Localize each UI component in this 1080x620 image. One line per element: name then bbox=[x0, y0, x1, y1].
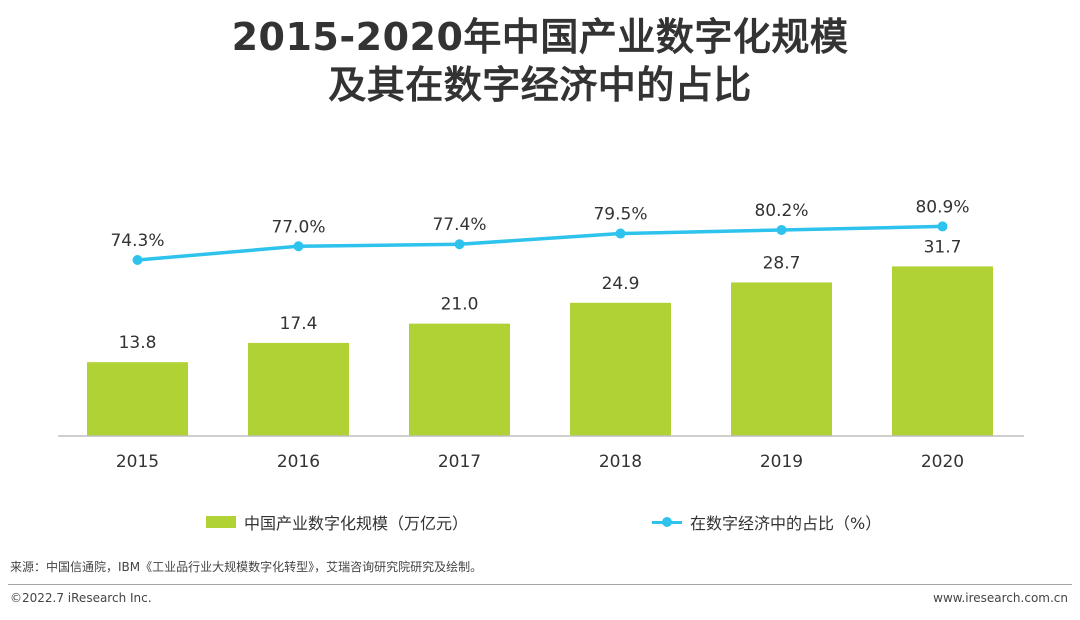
line-point-2016 bbox=[293, 241, 304, 252]
bar-2019 bbox=[731, 282, 832, 436]
legend-bar-label: 中国产业数字化规模（万亿元） bbox=[244, 514, 469, 533]
x-tick-label-2016: 2016 bbox=[277, 452, 320, 472]
bar-value-label-2017: 21.0 bbox=[441, 295, 479, 315]
bar-2018 bbox=[570, 302, 671, 436]
bar-2016 bbox=[248, 342, 349, 436]
x-tick-label-2019: 2019 bbox=[760, 452, 803, 472]
line-series-path bbox=[137, 224, 943, 262]
bars-layer bbox=[87, 266, 993, 436]
line-point-2019 bbox=[776, 224, 787, 235]
legend-bar-swatch bbox=[206, 516, 236, 528]
source-note: 来源：中国信通院，IBM《工业品行业大规模数字化转型》，艾瑞咨询研究院研究及绘制… bbox=[10, 560, 483, 574]
combo-chart: 13.8 2015 17.4 2016 21.0 2017 24.9 2018 28.7 2019… bbox=[58, 197, 1024, 472]
line-value-label-2015: 74.3% bbox=[110, 231, 164, 251]
footer-divider bbox=[8, 584, 1072, 585]
chart-title-line-2: 及其在数字经济中的占比 bbox=[328, 63, 752, 107]
line-point-2015 bbox=[132, 255, 143, 265]
bar-value-label-2019: 28.7 bbox=[763, 253, 801, 273]
legend-item-bar: 中国产业数字化规模（万亿元） bbox=[206, 510, 468, 534]
chart-title-line-1: 2015-2020年中国产业数字化规模 bbox=[231, 15, 849, 59]
bar-value-label-2020: 31.7 bbox=[924, 237, 962, 257]
website-link[interactable]: www.iresearch.com.cn bbox=[933, 591, 1068, 605]
line-value-label-2017: 77.4% bbox=[432, 215, 486, 235]
labels-layer: 13.8 2015 17.4 2016 21.0 2017 24.9 2018 28.7 2019… bbox=[110, 197, 969, 472]
bar-value-label-2018: 24.9 bbox=[602, 274, 640, 294]
line-value-label-2016: 77.0% bbox=[271, 217, 325, 237]
legend-item-line: 在数字经济中的占比（%） bbox=[652, 510, 881, 534]
line-value-label-2018: 79.5% bbox=[593, 205, 647, 225]
bar-value-label-2015: 13.8 bbox=[119, 333, 157, 353]
legend-line-label: 在数字经济中的占比（%） bbox=[690, 514, 882, 533]
line-value-label-2020: 80.9% bbox=[915, 197, 969, 217]
line-value-label-2019: 80.2% bbox=[754, 201, 808, 221]
x-tick-label-2017: 2017 bbox=[438, 452, 481, 472]
bar-2017 bbox=[409, 323, 510, 436]
x-tick-label-2018: 2018 bbox=[599, 452, 642, 472]
line-point-2020 bbox=[937, 221, 948, 232]
line-series-layer bbox=[132, 221, 948, 265]
x-tick-label-2020: 2020 bbox=[921, 452, 964, 472]
bar-value-label-2016: 17.4 bbox=[280, 314, 318, 334]
copyright: ©2022.7 iResearch Inc. bbox=[10, 591, 152, 605]
bar-2015 bbox=[87, 362, 188, 436]
legend-line-swatch bbox=[652, 516, 682, 528]
line-point-2017 bbox=[454, 239, 465, 250]
x-tick-label-2015: 2015 bbox=[116, 452, 159, 472]
line-point-2018 bbox=[615, 228, 626, 239]
bar-2020 bbox=[892, 266, 993, 436]
